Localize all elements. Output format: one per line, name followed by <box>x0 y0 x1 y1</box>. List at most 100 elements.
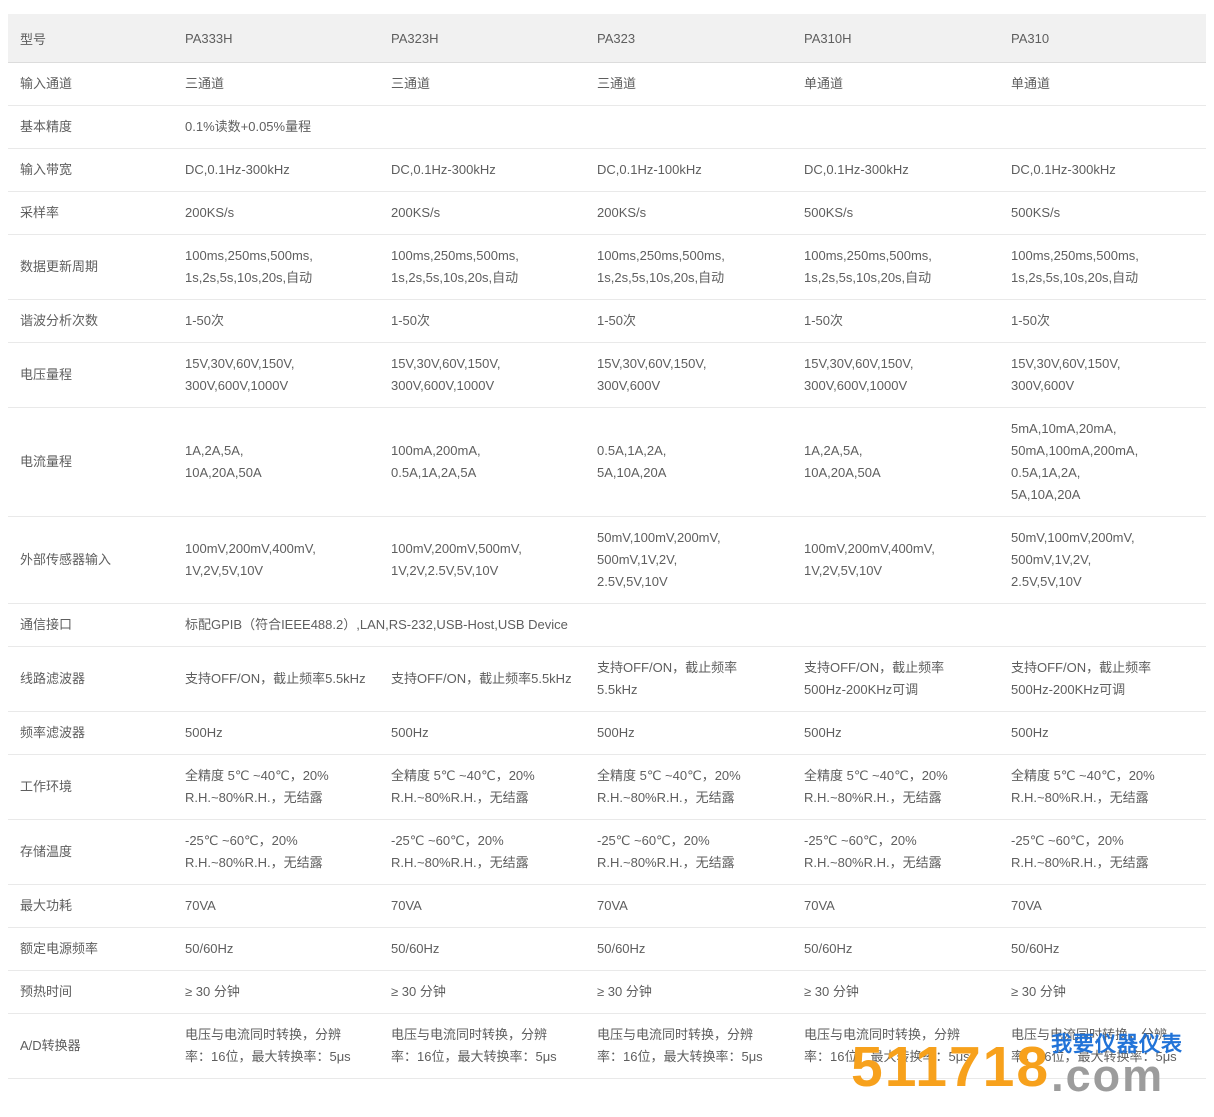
spec-value-cell: 电压与电流同时转换，分辨 率：16位，最大转换率：5μs <box>585 1013 792 1079</box>
spec-value-cell: 5mA,10mA,20mA, 50mA,100mA,200mA, 0.5A,1A… <box>999 407 1206 517</box>
row-label: 输入通道 <box>8 62 173 106</box>
spec-value-cell: ≥ 30 分钟 <box>585 970 792 1014</box>
spec-value-cell: 500Hz <box>999 711 1206 755</box>
spec-value-cell: 500Hz <box>173 711 379 755</box>
model-header-cell: PA323 <box>585 14 792 63</box>
table-row: 数据更新周期 100ms,250ms,500ms, 1s,2s,5s,10s,20… <box>8 234 1206 300</box>
spec-value-cell: 单通道 <box>999 62 1206 106</box>
row-label: 通信接口 <box>8 603 173 647</box>
spec-value-cell: 70VA <box>379 884 585 928</box>
row-label: 存储温度 <box>8 819 173 885</box>
spec-value-cell: 50/60Hz <box>792 927 999 971</box>
spec-value-cell: 70VA <box>585 884 792 928</box>
spec-value-cell: 200KS/s <box>585 191 792 235</box>
spec-value-cell: 单通道 <box>792 62 999 106</box>
spec-value-cell: 100ms,250ms,500ms, 1s,2s,5s,10s,20s,自动 <box>792 234 999 300</box>
spec-value-cell: 200KS/s <box>379 191 585 235</box>
spec-value-cell: 70VA <box>792 884 999 928</box>
spec-value-cell: 15V,30V,60V,150V, 300V,600V <box>585 342 792 408</box>
table-row: 预热时间 ≥ 30 分钟 ≥ 30 分钟 ≥ 30 分钟 ≥ 30 分钟 ≥ 30 分钟 <box>8 970 1206 1014</box>
spec-value-cell: 100ms,250ms,500ms, 1s,2s,5s,10s,20s,自动 <box>379 234 585 300</box>
spec-value-cell: 支持OFF/ON，截止频率5.5kHz <box>173 646 379 712</box>
spec-value-cell: 全精度 5℃ ~40℃，20% R.H.~80%R.H.，无结露 <box>379 754 585 820</box>
spec-value-cell: 1A,2A,5A, 10A,20A,50A <box>792 407 999 517</box>
table-row: 输入带宽 DC,0.1Hz-300kHz DC,0.1Hz-300kHz DC,0.1… <box>8 148 1206 192</box>
spec-value-cell: 电压与电流同时转换，分辨 率：16位，最大转换率：5μs <box>173 1013 379 1079</box>
spec-value-cell: 15V,30V,60V,150V, 300V,600V,1000V <box>379 342 585 408</box>
spec-value-cell: 500Hz <box>792 711 999 755</box>
spec-value-cell: ≥ 30 分钟 <box>999 970 1206 1014</box>
table-row: 谐波分析次数 1-50次 1-50次 1-50次 1-50次 1-50次 <box>8 299 1206 343</box>
row-label: 工作环境 <box>8 754 173 820</box>
table-row: 采样率 200KS/s 200KS/s 200KS/s 500KS/s 500KS/s <box>8 191 1206 235</box>
spec-value-cell: 100ms,250ms,500ms, 1s,2s,5s,10s,20s,自动 <box>585 234 792 300</box>
row-label: 基本精度 <box>8 105 173 149</box>
table-row: A/D转换器 电压与电流同时转换，分辨 率：16位，最大转换率：5μs 电压与电流同… <box>8 1013 1206 1079</box>
row-label: 电压量程 <box>8 342 173 408</box>
spec-value-cell: 1-50次 <box>999 299 1206 343</box>
row-label: 采样率 <box>8 191 173 235</box>
spec-value-cell: 50/60Hz <box>173 927 379 971</box>
model-header-cell: PA310 <box>999 14 1206 63</box>
table-row: 频率滤波器 500Hz 500Hz 500Hz 500Hz 500Hz <box>8 711 1206 755</box>
table-header-row: 型号 PA333H PA323H PA323 PA310H PA310 <box>8 14 1206 63</box>
spec-value-cell: -25℃ ~60℃，20% R.H.~80%R.H.，无结露 <box>585 819 792 885</box>
spec-value-cell: 三通道 <box>379 62 585 106</box>
spec-value-cell: 70VA <box>999 884 1206 928</box>
table-row: 外部传感器输入 100mV,200mV,400mV, 1V,2V,5V,10V 10… <box>8 516 1206 604</box>
spec-value-cell: 15V,30V,60V,150V, 300V,600V <box>999 342 1206 408</box>
row-label: A/D转换器 <box>8 1013 173 1079</box>
spec-value-cell: DC,0.1Hz-300kHz <box>792 148 999 192</box>
spec-value-cell: 电压与电流同时转换，分辨 率：16位，最大转换率：5μs <box>999 1013 1206 1079</box>
model-header-cell: PA323H <box>379 14 585 63</box>
row-label: 谐波分析次数 <box>8 299 173 343</box>
table-row: 存储温度 -25℃ ~60℃，20% R.H.~80%R.H.，无结露 -25℃ ~… <box>8 819 1206 885</box>
spec-value-cell: DC,0.1Hz-300kHz <box>379 148 585 192</box>
spec-value-cell: 50mV,100mV,200mV, 500mV,1V,2V, 2.5V,5V,1… <box>999 516 1206 604</box>
spec-value-cell: 支持OFF/ON，截止频率 5.5kHz <box>585 646 792 712</box>
spec-value-cell: ≥ 30 分钟 <box>792 970 999 1014</box>
spec-value-cell: -25℃ ~60℃，20% R.H.~80%R.H.，无结露 <box>173 819 379 885</box>
table-row: 线路滤波器 支持OFF/ON，截止频率5.5kHz 支持OFF/ON，截止频率5.5… <box>8 646 1206 712</box>
row-label: 预热时间 <box>8 970 173 1014</box>
table-row: 基本精度 0.1%读数+0.05%量程 <box>8 105 1206 149</box>
spec-value-cell: 100ms,250ms,500ms, 1s,2s,5s,10s,20s,自动 <box>173 234 379 300</box>
spec-value-cell: 500Hz <box>585 711 792 755</box>
spec-table-container: 型号 PA333H PA323H PA323 PA310H PA310 输入通道… <box>8 14 1206 1079</box>
spec-value-cell: ≥ 30 分钟 <box>379 970 585 1014</box>
spec-value-cell: 支持OFF/ON，截止频率5.5kHz <box>379 646 585 712</box>
spec-value-cell: DC,0.1Hz-300kHz <box>173 148 379 192</box>
spec-value-cell: 三通道 <box>173 62 379 106</box>
spec-value-cell: 50/60Hz <box>379 927 585 971</box>
spec-value-cell: 全精度 5℃ ~40℃，20% R.H.~80%R.H.，无结露 <box>999 754 1206 820</box>
spec-value-cell: 0.5A,1A,2A, 5A,10A,20A <box>585 407 792 517</box>
spec-value-cell: DC,0.1Hz-300kHz <box>999 148 1206 192</box>
spec-value-cell: -25℃ ~60℃，20% R.H.~80%R.H.，无结露 <box>792 819 999 885</box>
row-label: 输入带宽 <box>8 148 173 192</box>
spec-value-cell: 100mV,200mV,400mV, 1V,2V,5V,10V <box>792 516 999 604</box>
spec-value-cell: ≥ 30 分钟 <box>173 970 379 1014</box>
spec-value-cell: 支持OFF/ON，截止频率 500Hz-200KHz可调 <box>792 646 999 712</box>
spec-value-cell: 70VA <box>173 884 379 928</box>
spec-value-cell: 标配GPIB（符合IEEE488.2）,LAN,RS-232,USB-Host,… <box>173 603 1206 647</box>
model-header-cell: PA333H <box>173 14 379 63</box>
spec-value-cell: 100mV,200mV,500mV, 1V,2V,2.5V,5V,10V <box>379 516 585 604</box>
model-header-cell: PA310H <box>792 14 999 63</box>
spec-comparison-table: 型号 PA333H PA323H PA323 PA310H PA310 输入通道… <box>8 14 1206 1079</box>
spec-value-cell: -25℃ ~60℃，20% R.H.~80%R.H.，无结露 <box>999 819 1206 885</box>
spec-value-cell: 0.1%读数+0.05%量程 <box>173 105 1206 149</box>
row-label: 数据更新周期 <box>8 234 173 300</box>
spec-value-cell: 三通道 <box>585 62 792 106</box>
spec-value-cell: 全精度 5℃ ~40℃，20% R.H.~80%R.H.，无结露 <box>585 754 792 820</box>
row-label: 频率滤波器 <box>8 711 173 755</box>
spec-value-cell: 电压与电流同时转换，分辨 率：16位，最大转换率：5μs <box>379 1013 585 1079</box>
spec-value-cell: 200KS/s <box>173 191 379 235</box>
spec-value-cell: 1-50次 <box>379 299 585 343</box>
spec-value-cell: 全精度 5℃ ~40℃，20% R.H.~80%R.H.，无结露 <box>792 754 999 820</box>
spec-value-cell: 500KS/s <box>999 191 1206 235</box>
table-row: 工作环境 全精度 5℃ ~40℃，20% R.H.~80%R.H.，无结露 全精度 … <box>8 754 1206 820</box>
spec-value-cell: 1-50次 <box>585 299 792 343</box>
table-row: 最大功耗 70VA 70VA 70VA 70VA 70VA <box>8 884 1206 928</box>
spec-value-cell: 1-50次 <box>792 299 999 343</box>
